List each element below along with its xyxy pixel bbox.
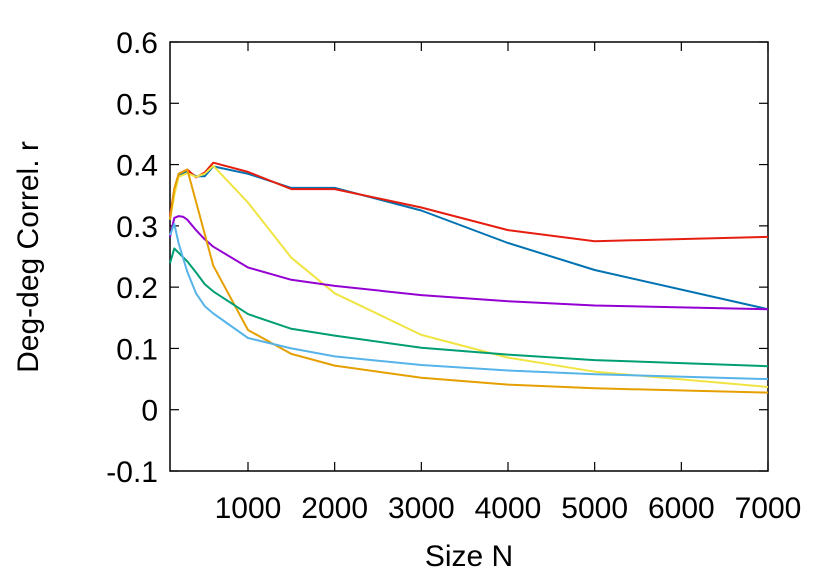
y-tick-label: 0.5 [116,88,158,121]
y-tick-label: -0.1 [106,456,158,489]
x-tick-label: 3000 [388,492,455,525]
y-tick-label: 0.3 [116,211,158,244]
y-tick-label: 0 [141,395,158,428]
y-tick-label: 0.2 [116,272,158,305]
y-tick-label: 0.4 [116,150,158,183]
x-axis-label: Size N [425,540,513,573]
tick-marks [170,41,769,472]
tick-labels: -0.1 0 0.1 0.2 0.3 0.4 0.5 0.6 1000 2000 3000 4000 5… [106,27,801,525]
series-line-6 [169,247,769,368]
series-line-1 [169,165,769,311]
x-tick-label: 7000 [735,492,802,525]
series-line-5 [169,168,769,394]
x-tick-label: 4000 [475,492,542,525]
plot-frame [169,41,769,472]
series-line-3 [169,164,769,388]
series-line-7 [169,223,769,381]
series-line-4 [169,215,769,311]
y-axis-label: Deg-deg Correl. r [12,141,45,373]
x-tick-label: 2000 [301,492,368,525]
y-tick-label: 0.1 [116,333,158,366]
y-tick-label: 0.6 [116,27,158,60]
x-tick-label: 5000 [561,492,628,525]
series-lines [169,161,769,394]
x-tick-label: 6000 [648,492,715,525]
x-tick-label: 1000 [215,492,282,525]
